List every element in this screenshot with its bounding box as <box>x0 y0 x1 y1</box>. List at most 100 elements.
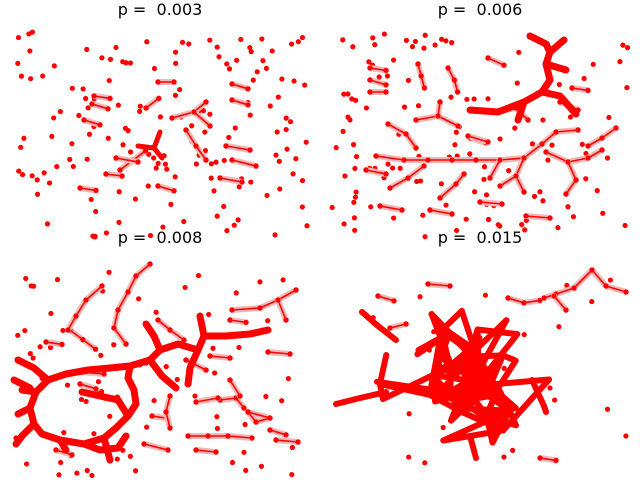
edge <box>231 83 249 90</box>
node <box>461 171 467 177</box>
node <box>287 351 293 357</box>
node <box>390 165 396 171</box>
node <box>225 433 231 439</box>
node <box>253 163 259 169</box>
node <box>141 441 147 447</box>
node <box>264 192 270 199</box>
node <box>581 75 587 82</box>
node <box>383 171 389 177</box>
node <box>622 222 628 229</box>
node <box>226 66 233 72</box>
node <box>437 99 443 105</box>
node <box>350 142 357 148</box>
node <box>293 156 299 162</box>
node <box>125 289 131 295</box>
node <box>421 85 427 91</box>
node <box>427 207 433 213</box>
node <box>599 135 605 141</box>
panel-top-right: p = 0.006 <box>320 0 640 240</box>
node <box>263 65 270 71</box>
node <box>237 393 243 399</box>
node <box>401 104 408 110</box>
node <box>69 141 75 147</box>
node <box>151 65 158 72</box>
edge <box>83 119 101 126</box>
node <box>295 439 301 445</box>
node <box>113 44 119 51</box>
node <box>513 173 519 179</box>
node <box>54 277 61 283</box>
node <box>304 223 310 229</box>
node <box>77 185 83 191</box>
node <box>497 136 503 142</box>
node <box>409 44 416 50</box>
node <box>74 470 80 476</box>
edge <box>379 205 403 211</box>
network-plot <box>329 31 631 240</box>
node <box>275 94 281 100</box>
node <box>80 337 86 343</box>
edge <box>467 135 489 143</box>
node <box>65 327 71 333</box>
node <box>555 225 561 231</box>
node <box>29 173 35 179</box>
node <box>207 123 213 129</box>
node <box>58 459 64 466</box>
node <box>260 58 266 64</box>
node <box>345 91 351 97</box>
node <box>519 221 525 228</box>
node <box>537 189 543 195</box>
node <box>512 125 518 131</box>
node <box>556 324 562 330</box>
node <box>284 146 290 152</box>
edge <box>247 411 271 423</box>
node <box>174 376 180 383</box>
node <box>565 159 571 165</box>
edge <box>365 169 387 175</box>
node <box>485 139 491 145</box>
node <box>70 163 76 170</box>
node <box>563 307 569 313</box>
node <box>60 327 66 334</box>
node <box>213 449 219 455</box>
edge <box>229 319 247 324</box>
node <box>514 80 520 86</box>
node <box>136 296 142 302</box>
node <box>529 141 536 147</box>
node <box>293 287 299 293</box>
node <box>151 155 157 161</box>
node <box>132 196 139 202</box>
node <box>61 429 67 436</box>
node <box>163 364 169 370</box>
edge <box>91 103 109 110</box>
node <box>383 89 389 95</box>
edge-thick <box>514 98 528 124</box>
node <box>403 37 410 43</box>
network-plot <box>333 267 629 466</box>
node <box>295 39 301 45</box>
node <box>64 382 71 388</box>
node <box>147 261 153 267</box>
node <box>83 398 89 405</box>
panel-title: p = 0.006 <box>437 0 523 19</box>
node <box>452 142 458 148</box>
node <box>412 38 419 45</box>
node <box>208 161 214 167</box>
edge <box>587 149 603 159</box>
node <box>481 176 487 182</box>
node <box>76 112 82 119</box>
node <box>447 283 453 289</box>
node <box>81 117 87 123</box>
node <box>421 163 427 169</box>
network-plot <box>15 29 310 240</box>
node <box>93 386 99 392</box>
node <box>464 96 470 102</box>
node <box>137 103 143 109</box>
node <box>471 189 478 195</box>
node <box>269 48 275 54</box>
node <box>43 339 49 345</box>
node <box>127 60 134 66</box>
node <box>193 143 199 149</box>
node <box>583 176 589 182</box>
node <box>477 199 483 205</box>
